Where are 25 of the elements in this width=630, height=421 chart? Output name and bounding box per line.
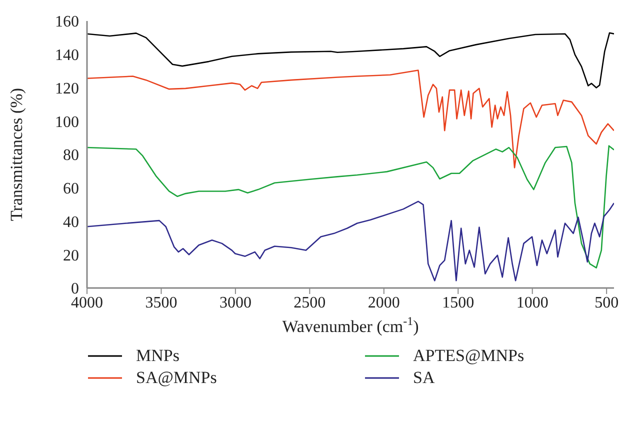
y-tick-label: 20 bbox=[63, 247, 79, 264]
x-tick-label: 3000 bbox=[219, 294, 252, 312]
line-series bbox=[87, 145, 614, 268]
line-series bbox=[87, 200, 614, 282]
x-tick-label: 1500 bbox=[442, 294, 474, 312]
legend-label: SA@MNPs bbox=[136, 368, 217, 388]
x-tick-label: 3500 bbox=[145, 294, 178, 312]
y-tick-label: 80 bbox=[63, 147, 79, 164]
line-series bbox=[87, 70, 614, 168]
x-tick-label: 1000 bbox=[516, 294, 548, 312]
y-tick-label: 60 bbox=[63, 180, 79, 198]
x-tick-label: 2000 bbox=[368, 294, 400, 312]
y-tick-label: 160 bbox=[55, 14, 79, 31]
y-tick-label: 40 bbox=[63, 214, 79, 231]
x-tick-label: 500 bbox=[594, 294, 619, 312]
legend-label: SA bbox=[413, 368, 435, 388]
y-tick-label: 120 bbox=[55, 80, 79, 98]
y-axis-title: Transmittances (%) bbox=[7, 88, 26, 221]
legend-label: APTES@MNPs bbox=[413, 346, 524, 366]
legend-label: MNPs bbox=[136, 346, 180, 366]
x-tick-label: 2500 bbox=[294, 294, 326, 312]
line-series bbox=[87, 32, 614, 88]
y-tick-label: 140 bbox=[55, 47, 79, 64]
y-tick-label: 100 bbox=[55, 114, 79, 131]
x-axis-title: Wavenumber (cm$^{-1}$) bbox=[282, 314, 419, 336]
